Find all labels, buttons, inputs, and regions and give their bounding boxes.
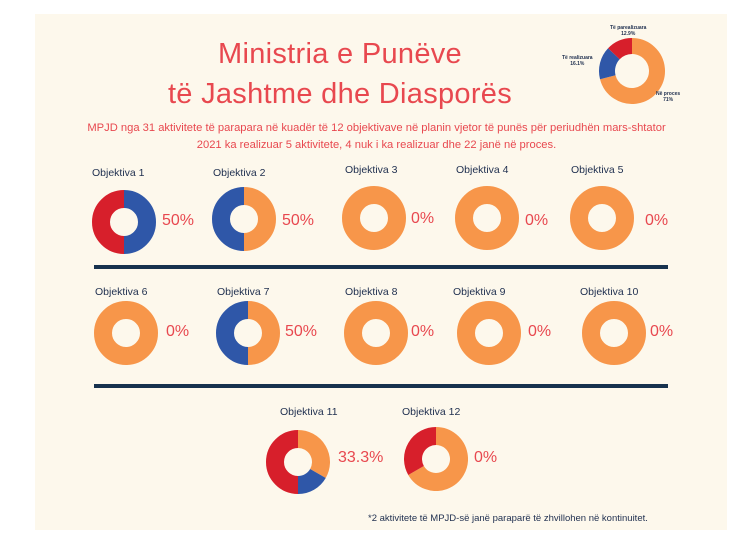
row-divider-1	[94, 265, 668, 269]
objective-9-donut	[457, 301, 521, 365]
in-process-segment	[570, 186, 634, 250]
objective-8-donut	[344, 301, 408, 365]
row-divider-2	[94, 384, 668, 388]
in-process-segment	[344, 301, 408, 365]
summary-label-not-realized: Të parealizuara 12.9%	[610, 25, 646, 37]
objective-12-donut	[404, 427, 468, 491]
page-title: Ministria e Punëve të Jashtme dhe Diaspo…	[140, 34, 540, 114]
objective-6-percent: 0%	[166, 323, 190, 340]
objective-7-donut	[216, 301, 280, 365]
summary-label-in-process: Në proces 71%	[656, 91, 680, 103]
summary-in-process-segment	[600, 38, 665, 104]
in-process-segment	[247, 301, 280, 365]
objective-2-donut	[212, 187, 276, 251]
not-realized-segment	[266, 430, 299, 494]
objective-5-label: Objektiva 5	[571, 164, 624, 176]
intro-text: MPJD nga 31 aktivitete të parapara në ku…	[20, 120, 733, 154]
objective-6-label: Objektiva 6	[95, 286, 148, 298]
in-process-segment	[94, 301, 158, 365]
in-process-segment	[408, 427, 468, 491]
objective-4-percent: 0%	[525, 212, 549, 229]
objective-11-percent: 33.3%	[338, 449, 384, 466]
intro-line-2: 2021 ka realizuar 5 aktivitete, 4 nuk i …	[196, 139, 557, 151]
objective-4-label: Objektiva 4	[456, 164, 509, 176]
objective-6-donut	[94, 301, 158, 365]
summary-not-realized-segment	[608, 38, 633, 60]
summary-in-process-label: Në proces	[656, 91, 681, 97]
summary-realized-label: Të realizuara	[562, 55, 593, 61]
objective-10-percent: 0%	[650, 323, 674, 340]
in-process-segment	[297, 430, 330, 478]
summary-in-process-value: 71%	[663, 97, 674, 103]
infographic-panel	[35, 14, 727, 530]
title-line-1: Ministria e Punëve	[218, 38, 462, 70]
objective-10-donut	[582, 301, 646, 365]
footnote: *2 aktivitete të MPJD-së janë paraparë t…	[368, 513, 648, 524]
objective-5-percent: 0%	[645, 212, 669, 229]
not-realized-segment	[404, 427, 437, 475]
objective-9-label: Objektiva 9	[453, 286, 506, 298]
objective-12-percent: 0%	[474, 449, 498, 466]
objective-8-label: Objektiva 8	[345, 286, 398, 298]
objective-4-donut	[455, 186, 519, 250]
in-process-segment	[455, 186, 519, 250]
objective-3-label: Objektiva 3	[345, 164, 398, 176]
objective-8-percent: 0%	[411, 323, 435, 340]
objective-10-label: Objektiva 10	[580, 286, 639, 298]
in-process-segment	[457, 301, 521, 365]
objective-11-label: Objektiva 11	[280, 406, 338, 418]
objective-3-percent: 0%	[411, 210, 435, 227]
objective-12-label: Objektiva 12	[402, 406, 461, 418]
realized-segment	[212, 187, 245, 251]
objective-2-percent: 50%	[282, 212, 315, 229]
objective-5-donut	[570, 186, 634, 250]
summary-not-realized-label: Të parealizuara	[610, 25, 647, 31]
objective-1-label: Objektiva 1	[92, 167, 145, 179]
objective-3-donut	[342, 186, 406, 250]
summary-not-realized-value: 12.9%	[621, 31, 636, 37]
summary-label-realized: Të realizuara 16.1%	[562, 55, 593, 67]
in-process-segment	[243, 187, 276, 251]
in-process-segment	[342, 186, 406, 250]
objective-7-label: Objektiva 7	[217, 286, 270, 298]
objective-2-label: Objektiva 2	[213, 167, 266, 179]
objective-9-percent: 0%	[528, 323, 552, 340]
summary-realized-value: 16.1%	[570, 61, 585, 67]
summary-realized-segment	[599, 48, 621, 80]
realized-segment	[216, 301, 249, 365]
summary-donut-chart	[599, 38, 665, 104]
in-process-segment	[582, 301, 646, 365]
objective-1-donut	[92, 190, 156, 254]
realized-segment	[297, 468, 326, 494]
intro-line-1: MPJD nga 31 aktivitete të parapara në ku…	[87, 122, 666, 134]
not-realized-segment	[92, 190, 125, 254]
title-line-2: të Jashtme dhe Diasporës	[167, 78, 513, 110]
objective-1-percent: 50%	[162, 212, 195, 229]
realized-segment	[123, 190, 156, 254]
objective-7-percent: 50%	[285, 323, 318, 340]
objective-11-donut	[266, 430, 330, 494]
